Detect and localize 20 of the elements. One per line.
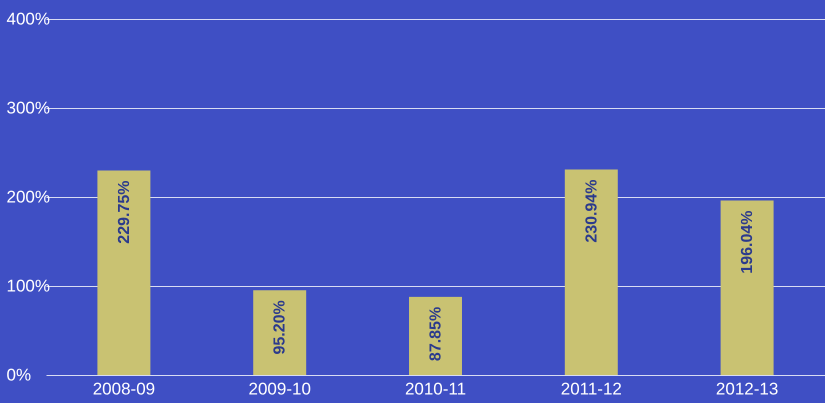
bar [97,170,150,375]
y-tick-label: 300% [6,98,50,118]
data-label: 95.20% [272,300,289,355]
bar [253,290,306,375]
x-tick-label: 2009-10 [248,380,311,398]
x-tick-label: 2011-12 [560,380,622,398]
y-tick-label: 400% [6,10,50,28]
y-tick-label: 100% [6,276,50,296]
data-label: 196.04% [739,210,756,274]
x-tick-label: 2008-09 [92,380,156,398]
data-label: 87.85% [428,306,444,362]
y-tick-label: 200% [6,188,50,206]
x-tick-label: 2010-11 [404,380,466,398]
data-label: 229.75% [116,180,133,244]
bar [720,200,774,375]
y-tick-label: 0% [6,366,32,384]
bar [564,169,618,375]
bar [409,296,462,375]
data-label: 230.94% [583,179,600,243]
x-tick-label: 2012-13 [716,380,778,398]
